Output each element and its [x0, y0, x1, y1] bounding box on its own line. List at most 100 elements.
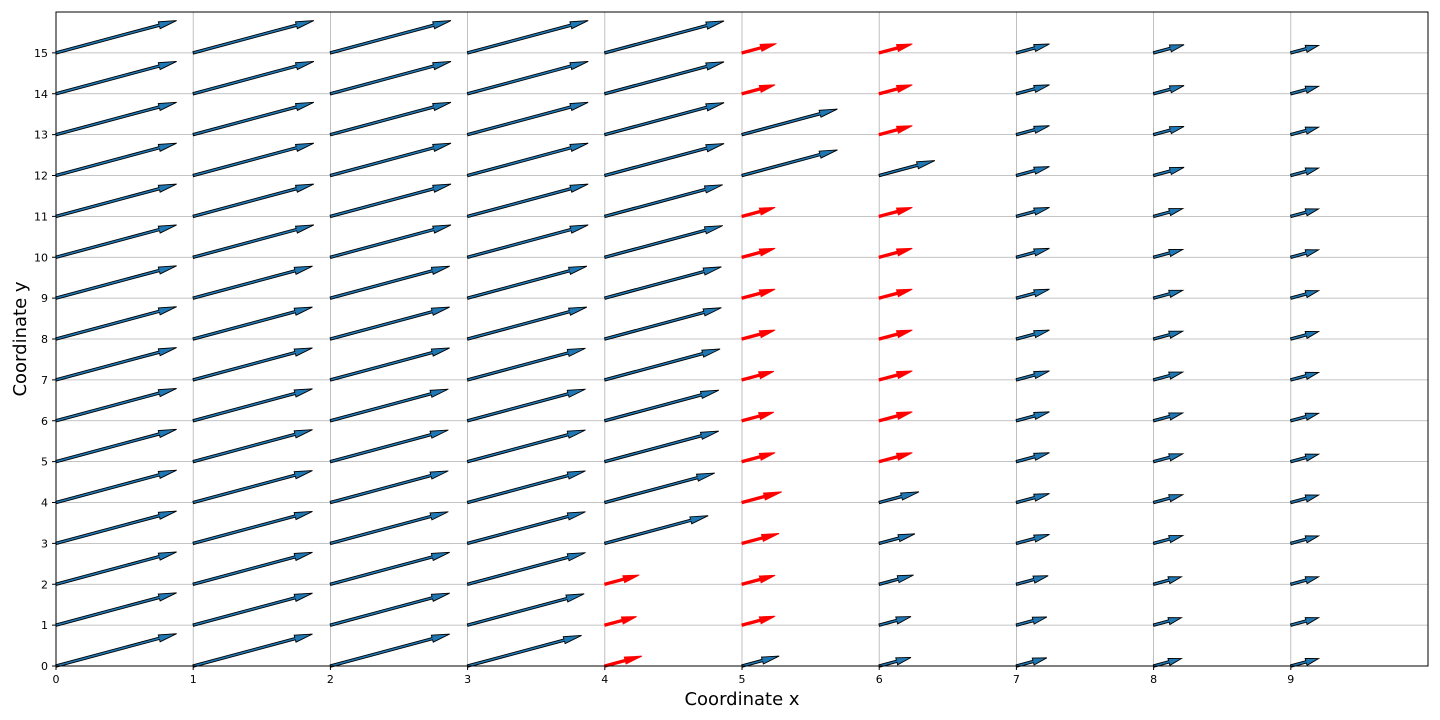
quiver-arrow [466, 429, 586, 464]
x-tick-label: 4 [601, 673, 608, 686]
quiver-arrow [192, 633, 313, 668]
quiver-arrow [192, 388, 313, 423]
x-tick-label: 5 [739, 673, 746, 686]
quiver-arrow [192, 224, 314, 259]
quiver-arrow [878, 207, 913, 219]
quiver-arrow [1015, 493, 1050, 505]
y-tick-label: 0 [41, 660, 48, 673]
arrow-field [55, 20, 1321, 668]
quiver-arrow [1289, 453, 1321, 464]
quiver-arrow [878, 160, 936, 178]
quiver-arrow [1152, 289, 1185, 300]
quiver-arrow [1289, 330, 1321, 341]
quiver-arrow [1152, 371, 1185, 382]
quiver-arrow [55, 510, 177, 546]
quiver-arrow [55, 306, 177, 341]
quiver-arrow [1152, 453, 1185, 464]
quiver-arrow [741, 43, 777, 55]
quiver-arrow [1015, 84, 1050, 96]
quiver-arrow [329, 551, 450, 586]
quiver-arrow [466, 470, 586, 505]
quiver-arrow [192, 347, 313, 382]
quiver-arrow [1015, 125, 1050, 137]
quiver-arrow [55, 60, 177, 96]
quiver-arrow [55, 101, 177, 137]
quiver-arrow [466, 511, 586, 546]
x-tick-label: 7 [1013, 673, 1020, 686]
quiver-arrow [878, 84, 913, 96]
quiver-arrow [741, 411, 775, 423]
quiver-arrow [878, 533, 916, 546]
quiver-arrow [741, 108, 838, 137]
quiver-arrow [55, 551, 177, 586]
y-tick-label: 11 [34, 210, 48, 223]
quiver-arrow [603, 389, 719, 423]
quiver-arrow [466, 142, 589, 178]
y-tick-label: 10 [34, 251, 48, 264]
quiver-arrow [329, 470, 449, 505]
quiver-arrow [1152, 576, 1184, 586]
quiver-arrow [192, 429, 313, 464]
quiver-arrow [329, 592, 450, 627]
y-axis-label: Coordinate y [10, 281, 31, 396]
y-tick-label: 2 [41, 578, 48, 591]
quiver-arrow [1289, 494, 1321, 505]
quiver-arrow [1152, 85, 1185, 96]
y-tick-label: 7 [41, 374, 48, 387]
x-tick-label: 3 [464, 673, 471, 686]
quiver-arrow [1015, 411, 1050, 423]
quiver-arrow [466, 60, 589, 96]
x-axis-label: Coordinate x [684, 689, 799, 710]
quiver-arrow [878, 574, 914, 586]
quiver-arrow [1152, 535, 1185, 546]
quiver-arrow [878, 329, 913, 341]
quiver-arrow [1289, 126, 1321, 137]
quiver-arrow [1289, 167, 1321, 178]
quiver-arrow [466, 593, 585, 627]
quiver-arrow [329, 224, 452, 259]
quiver-arrow [55, 428, 177, 464]
quiver-arrow [329, 101, 452, 137]
quiver-arrow [55, 387, 177, 423]
x-tick-label: 8 [1150, 673, 1157, 686]
quiver-arrow [55, 592, 177, 627]
quiver-arrow [741, 491, 782, 505]
quiver-arrow [603, 655, 643, 668]
quiver-arrow [1015, 534, 1050, 546]
quiver-arrow [192, 60, 314, 96]
quiver-arrow [55, 224, 177, 259]
quiver-arrow [1289, 44, 1321, 55]
quiver-arrow [192, 101, 314, 137]
quiver-arrow [878, 247, 913, 259]
quiver-arrow [192, 592, 313, 627]
quiver-arrow [329, 265, 450, 300]
quiver-arrow [741, 532, 780, 546]
y-tick-label: 13 [34, 129, 48, 142]
quiver-arrow [741, 655, 780, 668]
quiver-arrow [1289, 617, 1321, 627]
quiver-arrow [466, 388, 586, 423]
quiver-arrow [1152, 248, 1185, 259]
quiver-arrow [192, 265, 313, 300]
quiver-arrow [741, 615, 776, 627]
quiver-arrow [192, 306, 313, 341]
quiver-arrow [1152, 330, 1185, 341]
y-tick-label: 6 [41, 415, 48, 428]
quiver-arrow [1015, 166, 1050, 178]
quiver-arrow [466, 552, 586, 586]
quiver-arrow [878, 125, 913, 137]
x-tick-label: 1 [190, 673, 197, 686]
quiver-arrow [1015, 43, 1050, 55]
quiver-arrow [329, 388, 449, 423]
quiver-arrow [1289, 290, 1321, 300]
quiver-arrow [55, 183, 177, 219]
y-tick-label: 12 [34, 170, 48, 183]
quiver-arrow [603, 143, 725, 178]
quiver-arrow [603, 472, 715, 505]
quiver-arrow [466, 183, 589, 219]
quiver-arrow [1289, 576, 1321, 586]
quiver-arrow [603, 102, 725, 137]
quiver-arrow [1015, 370, 1050, 382]
